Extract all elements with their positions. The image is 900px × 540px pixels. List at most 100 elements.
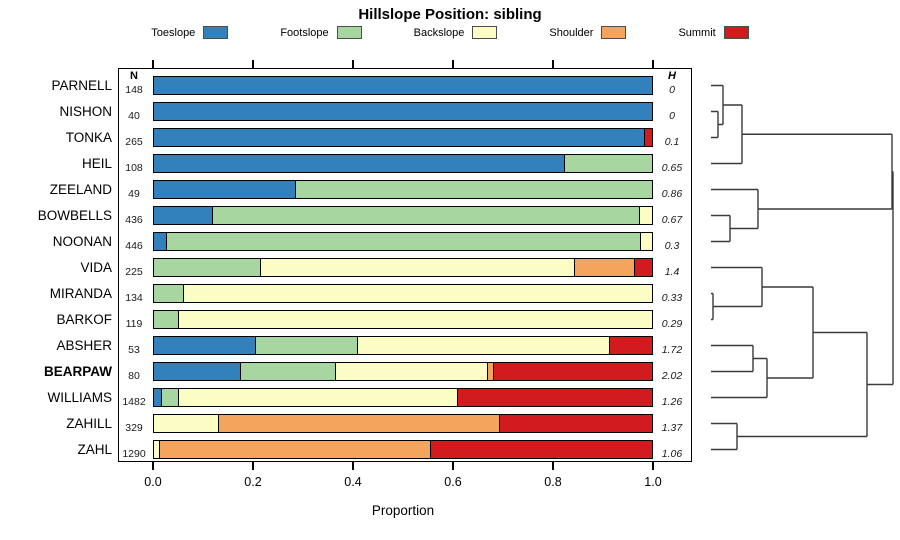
- bar-segment-toeslope: [154, 337, 257, 354]
- row-h-value: 0.86: [661, 187, 683, 200]
- stacked-bar-nishon: [153, 102, 653, 121]
- row-h-value: 0.29: [661, 317, 683, 330]
- legend-label: Footslope: [280, 26, 329, 39]
- stacked-bar-parnell: [153, 76, 653, 95]
- n-column-header: N: [130, 69, 138, 82]
- bar-segment-footslope: [241, 363, 336, 380]
- row-n-value: 80: [128, 369, 140, 382]
- stacked-bar-tonka: [153, 128, 653, 147]
- stacked-bar-heil: [153, 154, 653, 173]
- bar-segment-shoulder: [574, 259, 635, 276]
- row-h-value: 1.26: [661, 395, 683, 408]
- bar-segment-backslope: [154, 415, 219, 432]
- row-label-bearpaw: BEARPAW: [43, 363, 112, 379]
- bar-segment-summit: [644, 129, 652, 146]
- axis-tick-label: 0.8: [544, 475, 562, 489]
- x-axis-title: Proportion: [371, 503, 435, 518]
- dendrogram-links: [711, 84, 894, 451]
- axis-tick-top: [252, 60, 254, 68]
- bar-segment-toeslope: [154, 77, 652, 94]
- row-n-value: 265: [125, 135, 143, 148]
- row-n-value: 329: [125, 421, 143, 434]
- row-n-value: 119: [125, 317, 143, 330]
- bar-segment-summit: [500, 415, 652, 432]
- row-h-value: 2.02: [661, 369, 683, 382]
- axis-tick-label: 0.6: [444, 475, 462, 489]
- axis-tick-bottom: [252, 462, 254, 470]
- row-n-value: 436: [125, 213, 143, 226]
- plot-box: [118, 68, 692, 462]
- stacked-bar-zeeland: [153, 180, 653, 199]
- axis-tick-label: 0.2: [244, 475, 262, 489]
- bar-segment-footslope: [154, 311, 179, 328]
- legend-swatch-icon: [601, 26, 627, 39]
- legend-label: Shoulder: [549, 26, 594, 39]
- bar-segment-toeslope: [154, 363, 242, 380]
- row-n-value: 49: [128, 187, 140, 200]
- bar-segment-footslope: [154, 259, 262, 276]
- row-n-value: 148: [125, 83, 143, 96]
- stacked-bar-zahl: [153, 440, 653, 459]
- bar-segment-toeslope: [154, 207, 213, 224]
- row-n-value: 53: [128, 343, 140, 356]
- bar-segment-summit: [493, 363, 652, 380]
- bar-segment-summit: [431, 441, 652, 458]
- legend-swatch-icon: [723, 26, 749, 39]
- row-n-value: 134: [125, 291, 143, 304]
- bar-segment-toeslope: [154, 181, 296, 198]
- row-n-value: 1290: [122, 447, 146, 460]
- axis-tick-bottom: [552, 462, 554, 470]
- row-h-value: 0.65: [661, 161, 683, 174]
- row-label-heil: HEIL: [81, 155, 112, 171]
- row-label-nishon: NISHON: [59, 103, 112, 119]
- row-n-value: 108: [125, 161, 143, 174]
- row-h-value: 0.33: [661, 291, 683, 304]
- axis-tick-label: 1.0: [644, 475, 662, 489]
- axis-tick-top: [552, 60, 554, 68]
- stacked-bar-vida: [153, 258, 653, 277]
- legend-swatch-icon: [472, 26, 498, 39]
- bar-segment-toeslope: [154, 233, 167, 250]
- row-label-zeeland: ZEELAND: [49, 181, 112, 197]
- row-label-bowbells: BOWBELLS: [37, 207, 112, 223]
- legend-item-toeslope: Toeslope: [151, 26, 229, 39]
- bar-segment-backslope: [183, 285, 652, 302]
- row-label-zahl: ZAHL: [77, 441, 112, 457]
- bar-segment-summit: [609, 337, 652, 354]
- row-n-value: 446: [125, 239, 143, 252]
- row-n-value: 1482: [122, 395, 146, 408]
- row-h-value: 1.37: [661, 421, 683, 434]
- row-label-williams: WILLIAMS: [47, 389, 112, 405]
- legend-label: Summit: [678, 26, 716, 39]
- legend: Toeslope Footslope Backslope Shoulder Summit: [0, 26, 900, 39]
- row-label-tonka: TONKA: [65, 129, 112, 145]
- row-label-absher: ABSHER: [56, 337, 112, 353]
- legend-item-backslope: Backslope: [414, 26, 498, 39]
- axis-tick-top: [452, 60, 454, 68]
- bar-segment-backslope: [154, 441, 160, 458]
- axis-tick-top: [652, 60, 654, 68]
- row-label-noonan: NOONAN: [52, 233, 112, 249]
- row-h-value: 1.06: [661, 447, 683, 460]
- stacked-bar-absher: [153, 336, 653, 355]
- legend-swatch-icon: [336, 26, 362, 39]
- bar-segment-shoulder: [218, 415, 501, 432]
- bar-segment-summit: [458, 389, 652, 406]
- row-h-value: 1.72: [661, 343, 683, 356]
- row-label-parnell: PARNELL: [51, 77, 112, 93]
- legend-label: Toeslope: [151, 26, 196, 39]
- bar-segment-footslope: [564, 155, 652, 172]
- bar-segment-footslope: [256, 337, 359, 354]
- bar-segment-backslope: [179, 389, 459, 406]
- bar-segment-toeslope: [154, 129, 645, 146]
- legend-item-footslope: Footslope: [280, 26, 362, 39]
- stacked-bar-zahill: [153, 414, 653, 433]
- bar-segment-toeslope: [154, 155, 565, 172]
- stacked-bar-williams: [153, 388, 653, 407]
- row-h-value: 0.1: [664, 135, 680, 148]
- row-label-miranda: MIRANDA: [49, 285, 112, 301]
- row-h-value: 1.4: [664, 265, 680, 278]
- axis-tick-top: [352, 60, 354, 68]
- h-column-header: H: [668, 69, 676, 82]
